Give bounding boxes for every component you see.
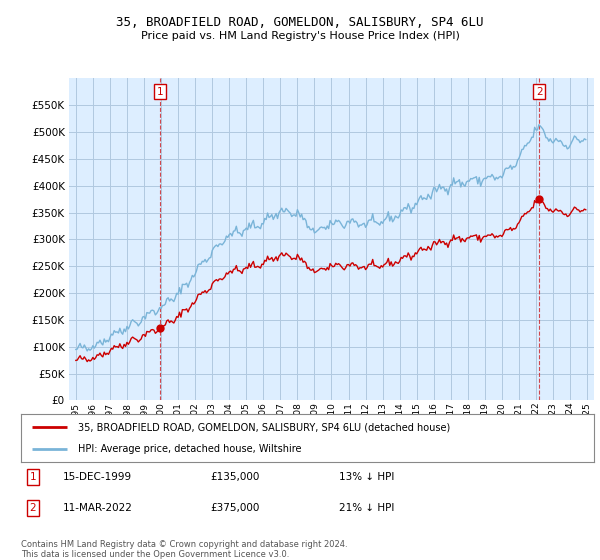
Text: £135,000: £135,000 (210, 472, 259, 482)
Text: Price paid vs. HM Land Registry's House Price Index (HPI): Price paid vs. HM Land Registry's House … (140, 31, 460, 41)
Text: 21% ↓ HPI: 21% ↓ HPI (339, 503, 394, 513)
Text: 35, BROADFIELD ROAD, GOMELDON, SALISBURY, SP4 6LU (detached house): 35, BROADFIELD ROAD, GOMELDON, SALISBURY… (79, 422, 451, 432)
Text: HPI: Average price, detached house, Wiltshire: HPI: Average price, detached house, Wilt… (79, 444, 302, 454)
Text: 2: 2 (536, 87, 542, 97)
Text: 1: 1 (29, 472, 37, 482)
Text: 35, BROADFIELD ROAD, GOMELDON, SALISBURY, SP4 6LU: 35, BROADFIELD ROAD, GOMELDON, SALISBURY… (116, 16, 484, 29)
Text: £375,000: £375,000 (210, 503, 259, 513)
Text: 2: 2 (29, 503, 37, 513)
Text: 1: 1 (157, 87, 164, 97)
Text: 13% ↓ HPI: 13% ↓ HPI (339, 472, 394, 482)
Text: Contains HM Land Registry data © Crown copyright and database right 2024.
This d: Contains HM Land Registry data © Crown c… (21, 540, 347, 559)
Text: 11-MAR-2022: 11-MAR-2022 (63, 503, 133, 513)
Text: 15-DEC-1999: 15-DEC-1999 (63, 472, 132, 482)
